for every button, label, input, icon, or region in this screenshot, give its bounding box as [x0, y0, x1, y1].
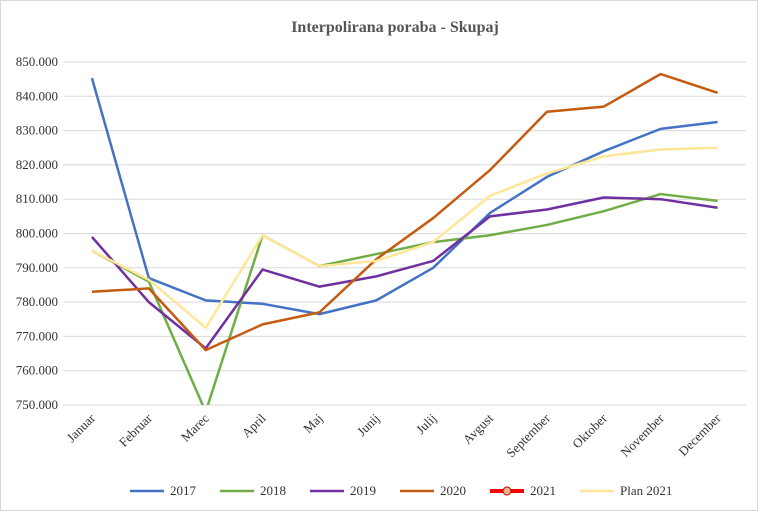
y-tick-label: 840.000	[16, 88, 58, 103]
series-line	[91, 72, 718, 352]
legend-label: 2018	[260, 483, 286, 498]
y-tick-label: 800.000	[16, 226, 58, 241]
plot-area	[90, 72, 718, 405]
y-tick-label: 820.000	[16, 157, 58, 172]
series-line	[91, 192, 718, 405]
legend-label: 2017	[170, 483, 197, 498]
legend-label: 2019	[350, 483, 376, 498]
legend-label: Plan 2021	[620, 483, 672, 498]
y-tick-label: 790.000	[16, 260, 58, 275]
y-tick-label: 750.000	[16, 397, 58, 412]
legend-marker	[502, 486, 512, 496]
y-tick-label: 760.000	[16, 363, 58, 378]
chart-title: Interpolirana poraba - Skupaj	[291, 19, 499, 36]
y-tick-label: 780.000	[16, 294, 58, 309]
legend-label: 2021	[530, 483, 556, 498]
y-tick-label: 770.000	[16, 328, 58, 343]
y-tick-label: 830.000	[16, 123, 58, 138]
series-line	[91, 146, 718, 330]
y-tick-label: 810.000	[16, 191, 58, 206]
legend-label: 2020	[440, 483, 466, 498]
y-tick-label: 850.000	[16, 54, 58, 69]
series-line	[90, 77, 718, 316]
